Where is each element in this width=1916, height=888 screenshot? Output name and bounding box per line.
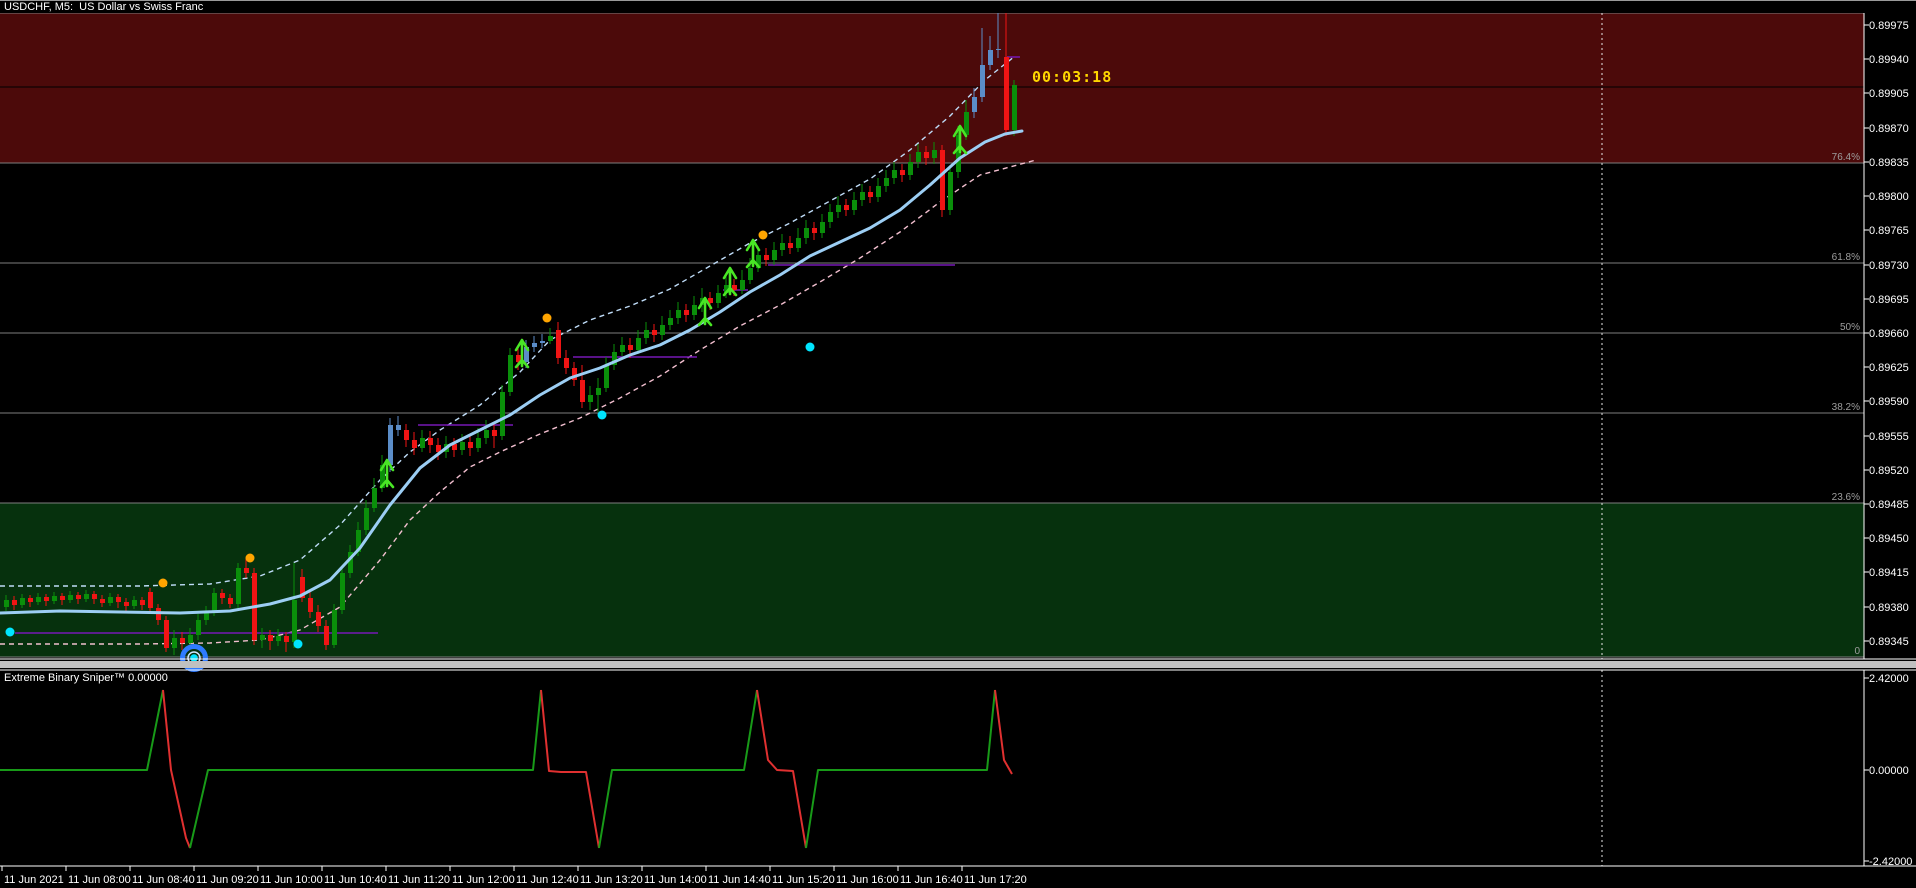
svg-text:50%: 50% bbox=[1840, 322, 1860, 333]
svg-text:-2.42000: -2.42000 bbox=[1869, 856, 1912, 868]
svg-text:0.89870: 0.89870 bbox=[1869, 123, 1909, 135]
svg-text:11 Jun 13:20: 11 Jun 13:20 bbox=[580, 874, 643, 886]
svg-text:11 Jun 14:40: 11 Jun 14:40 bbox=[708, 874, 771, 886]
svg-text:11 Jun 16:00: 11 Jun 16:00 bbox=[836, 874, 899, 886]
svg-text:0.89835: 0.89835 bbox=[1869, 157, 1909, 169]
svg-text:0.89800: 0.89800 bbox=[1869, 191, 1909, 203]
svg-text:0.89380: 0.89380 bbox=[1869, 602, 1909, 614]
orange-signal-dots bbox=[158, 230, 768, 588]
svg-text:0.89485: 0.89485 bbox=[1869, 499, 1909, 511]
svg-text:23.6%: 23.6% bbox=[1832, 492, 1860, 503]
svg-text:11 Jun 11:20: 11 Jun 11:20 bbox=[388, 874, 450, 886]
fib-zones bbox=[0, 13, 1864, 657]
svg-text:11 Jun 12:40: 11 Jun 12:40 bbox=[516, 874, 579, 886]
svg-text:0.89975: 0.89975 bbox=[1869, 20, 1909, 32]
svg-text:0.89940: 0.89940 bbox=[1869, 54, 1909, 66]
chart-title-bar: USDCHF, M5: US Dollar vs Swiss Franc bbox=[0, 0, 1916, 13]
svg-text:0.89765: 0.89765 bbox=[1869, 225, 1909, 237]
svg-text:11 Jun 2021: 11 Jun 2021 bbox=[4, 874, 64, 886]
svg-text:0.89590: 0.89590 bbox=[1869, 396, 1909, 408]
svg-text:0: 0 bbox=[1854, 646, 1860, 657]
svg-text:0.89555: 0.89555 bbox=[1869, 431, 1909, 443]
svg-text:0.89415: 0.89415 bbox=[1869, 567, 1909, 579]
svg-text:11 Jun 09:20: 11 Jun 09:20 bbox=[196, 874, 259, 886]
svg-text:11 Jun 08:40: 11 Jun 08:40 bbox=[132, 874, 195, 886]
svg-text:61.8%: 61.8% bbox=[1832, 252, 1860, 263]
svg-text:11 Jun 10:00: 11 Jun 10:00 bbox=[260, 874, 323, 886]
svg-text:11 Jun 10:40: 11 Jun 10:40 bbox=[324, 874, 387, 886]
svg-text:0.89660: 0.89660 bbox=[1869, 328, 1909, 340]
svg-text:11 Jun 17:20: 11 Jun 17:20 bbox=[964, 874, 1027, 886]
svg-text:0.89450: 0.89450 bbox=[1869, 533, 1909, 545]
time-axis: 11 Jun 2021 11 Jun 08:00 11 Jun 08:40 11 Ju… bbox=[1, 866, 1027, 886]
svg-text:0.89625: 0.89625 bbox=[1869, 362, 1909, 374]
oscillator-line bbox=[0, 689, 1013, 849]
moving-average-line bbox=[0, 129, 1024, 615]
fib-levels: 100%76.4%61.8%50%38.2%23.6%0 bbox=[0, 2, 1864, 658]
buy-arrow-icons bbox=[379, 124, 968, 489]
indicator-title: Extreme Binary Sniper™ 0.00000 bbox=[4, 672, 168, 684]
channel-upper-band bbox=[0, 55, 1016, 587]
svg-text:0.89520: 0.89520 bbox=[1869, 465, 1909, 477]
svg-text:2.42000: 2.42000 bbox=[1869, 673, 1909, 685]
channel-lower-band bbox=[0, 159, 1037, 645]
svg-text:11 Jun 14:00: 11 Jun 14:00 bbox=[644, 874, 707, 886]
price-axis: 0.89975 0.89940 0.89905 0.89870 0.89835 0.898… bbox=[1864, 20, 1909, 648]
svg-text:11 Jun 08:00: 11 Jun 08:00 bbox=[68, 874, 131, 886]
svg-text:0.89345: 0.89345 bbox=[1869, 636, 1909, 648]
svg-text:11 Jun 15:20: 11 Jun 15:20 bbox=[772, 874, 835, 886]
svg-text:76.4%: 76.4% bbox=[1832, 152, 1860, 163]
window-frames bbox=[0, 13, 1916, 867]
candle-countdown-timer: 00:03:18 bbox=[1032, 68, 1113, 86]
chart-title: USDCHF, M5: US Dollar vs Swiss Franc bbox=[4, 1, 204, 13]
svg-text:11 Jun 12:00: 11 Jun 12:00 bbox=[452, 874, 515, 886]
indicator-axis: 2.42000 0.00000 -2.42000 bbox=[1864, 673, 1912, 868]
svg-text:38.2%: 38.2% bbox=[1832, 402, 1860, 413]
svg-text:11 Jun 16:40: 11 Jun 16:40 bbox=[900, 874, 963, 886]
svg-text:0.89730: 0.89730 bbox=[1869, 260, 1909, 272]
svg-text:0.00000: 0.00000 bbox=[1869, 765, 1909, 777]
svg-text:0.89695: 0.89695 bbox=[1869, 294, 1909, 306]
cyan-signal-dots bbox=[5, 342, 815, 649]
svg-text:0.89905: 0.89905 bbox=[1869, 88, 1909, 100]
